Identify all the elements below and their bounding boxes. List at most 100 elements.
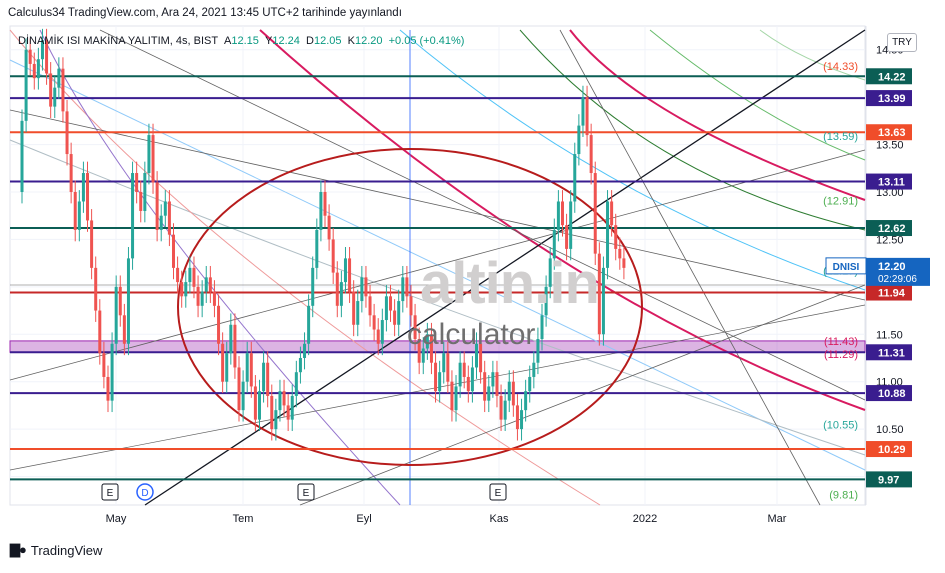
candle-body: [114, 286, 118, 344]
candle-body: [155, 182, 159, 230]
candle-body: [135, 173, 139, 192]
candle-body: [569, 201, 573, 249]
x-tick-label: Tem: [233, 513, 254, 525]
fib-level-label: (10.55): [823, 419, 858, 431]
earnings-marker: [101, 483, 119, 501]
event-marker-label: D: [141, 488, 148, 499]
tradingview-brand[interactable]: ▇● TradingView: [10, 542, 102, 558]
candle-body: [335, 272, 339, 306]
event-marker-label: E: [107, 488, 114, 499]
candle-body: [360, 277, 364, 302]
price-level-tag: [866, 471, 912, 488]
candle-body: [172, 234, 175, 268]
candle-body: [24, 49, 28, 121]
tradingview-logo-icon: ▇●: [10, 542, 27, 557]
price-level-value: 11.94: [878, 288, 906, 300]
candle-body: [45, 40, 49, 74]
candle-body: [495, 372, 499, 396]
fib-level-label: (9.81): [829, 490, 858, 502]
publish-info: Calculus34 TradingView.com, Ara 24, 2021…: [8, 7, 402, 19]
trend-line: [144, 29, 866, 506]
candle-body: [36, 59, 40, 79]
candle-body: [298, 357, 302, 373]
x-tick-label: Mar: [768, 513, 787, 525]
candle-body: [618, 248, 622, 259]
candle-body: [389, 296, 393, 311]
price-level-value: 14.22: [878, 71, 906, 83]
candle-body: [303, 343, 307, 358]
candle-body: [343, 258, 347, 283]
currency-button[interactable]: TRY: [887, 33, 917, 52]
candle-body: [413, 315, 417, 340]
candle-body: [356, 301, 360, 325]
close-label: K: [347, 35, 355, 47]
candle-body: [425, 334, 429, 349]
candle-body: [446, 353, 450, 382]
candle-body: [229, 324, 233, 354]
price-level-value: 10.29: [878, 444, 906, 456]
candle-body: [438, 372, 442, 392]
fib-level-label: (12.91): [823, 196, 858, 208]
candle-body: [61, 68, 65, 112]
price-level-value: 12.62: [878, 223, 906, 235]
candle-body: [491, 372, 495, 387]
candle-body: [180, 282, 184, 297]
candle-body: [393, 310, 397, 325]
price-level-value: 10.88: [878, 388, 906, 400]
candle-body: [73, 191, 77, 230]
candle-body: [380, 320, 384, 344]
candle-body: [450, 381, 454, 411]
change-value: +0.05 (+0.41%): [388, 35, 465, 47]
candle-body: [278, 391, 282, 411]
candle-body: [319, 191, 323, 230]
candle-body: [188, 267, 192, 283]
fib-arc: [9, 59, 866, 471]
candle-body: [614, 225, 618, 249]
brand-label: TradingView: [30, 542, 103, 558]
candle-body: [511, 381, 515, 406]
candle-body: [106, 376, 110, 401]
candle-body: [122, 315, 126, 344]
y-tick-label: 11.50: [876, 329, 903, 341]
candle-body: [167, 201, 171, 235]
event-marker-label: E: [303, 488, 310, 499]
candle-body: [364, 277, 368, 297]
last-price-tag: [866, 257, 930, 286]
candle-body: [200, 291, 204, 306]
candle-body: [397, 301, 401, 325]
candle-body: [315, 229, 319, 268]
fib-arc: [519, 29, 866, 231]
candle-body: [204, 277, 208, 292]
price-level-tag: [866, 385, 912, 402]
candle-body: [458, 362, 462, 387]
symbol-legend[interactable]: DİNAMİK ISI MAKİNA YALITIM, 4s, BIST A12…: [18, 35, 464, 47]
candle-body: [323, 191, 327, 216]
candle-body: [86, 173, 90, 221]
low-label: D: [306, 35, 314, 47]
y-tick-label: 13.00: [876, 187, 904, 199]
candle-body: [585, 97, 589, 136]
candle-body: [270, 395, 274, 430]
candle-body: [139, 191, 143, 211]
candle-body: [245, 353, 249, 382]
y-tick-label: 12.50: [876, 234, 904, 246]
price-level-tag: [866, 344, 912, 361]
watermark-text: calculator: [407, 318, 536, 351]
price-level-tag: [866, 124, 912, 141]
trend-line: [9, 304, 866, 471]
candle-body: [589, 135, 593, 174]
open-value: 12.15: [231, 35, 259, 47]
candle-body: [421, 348, 425, 363]
candle-body: [483, 372, 487, 401]
candle-body: [131, 173, 135, 259]
open-label: A: [224, 35, 232, 47]
trend-line: [559, 29, 821, 506]
candle-body: [212, 291, 216, 306]
last-price-value: 12.20: [878, 261, 906, 273]
x-tick-label: Kas: [490, 513, 509, 525]
candle-body: [53, 87, 57, 107]
price-level-tag: [866, 173, 912, 190]
candle-body: [311, 267, 315, 306]
